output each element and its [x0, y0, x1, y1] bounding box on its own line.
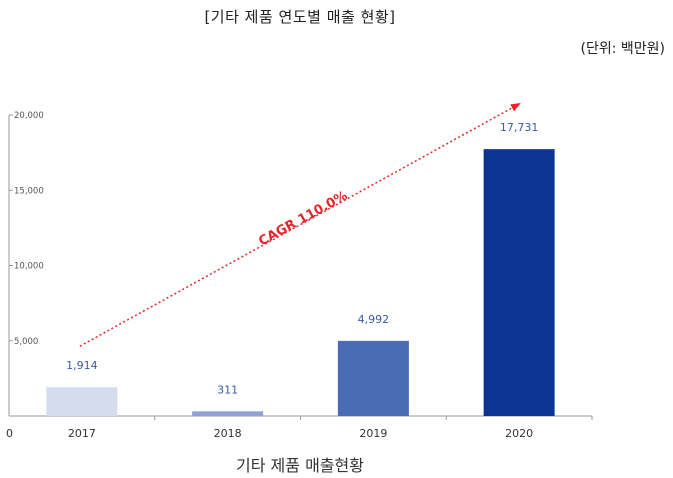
y-tick-label: 15,000 — [14, 186, 44, 196]
bar-2020 — [483, 149, 555, 417]
x-tick-label-2020: 2020 — [505, 427, 533, 440]
y-tick-label: 20,000 — [14, 111, 44, 121]
unit-label: (단위: 백만원) — [580, 41, 666, 57]
bar-2017 — [46, 387, 118, 416]
x-tick-label-2018: 2018 — [214, 427, 242, 440]
x-tick-label-2017: 2017 — [68, 427, 96, 440]
y-tick-label: 0 — [6, 427, 13, 440]
x-tick-label-2019: 2019 — [359, 427, 387, 440]
cagr-label: CAGR 110.0% — [256, 188, 350, 249]
chart-title: [기타 제품 연도별 매출 현황] — [204, 8, 396, 26]
data-label-2019: 4,992 — [358, 313, 390, 326]
data-label-2018: 311 — [217, 383, 238, 396]
y-tick-label: 5,000 — [14, 337, 38, 347]
data-labels: 1,914 2017 311 2018 4,992 2019 17,731 2020 — [66, 121, 538, 440]
cagr-annotation: CAGR 110.0% — [79, 103, 521, 347]
data-label-2020: 17,731 — [500, 121, 539, 134]
bar-2018 — [192, 411, 264, 416]
data-label-2017: 1,914 — [66, 359, 98, 372]
bar-2019 — [337, 340, 409, 416]
chart-caption: 기타 제품 매출현황 — [236, 456, 364, 475]
bar-series — [46, 149, 555, 417]
y-tick-label: 10,000 — [14, 262, 44, 272]
